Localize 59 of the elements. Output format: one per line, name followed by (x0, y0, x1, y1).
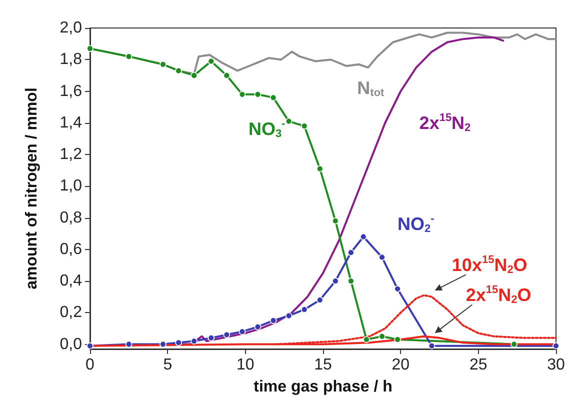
y-tick-label: 0,6 (60, 240, 82, 258)
point (238, 328, 246, 336)
point (360, 233, 367, 240)
y-axis-title: amount of nitrogen / mmol (24, 88, 40, 290)
point (285, 312, 292, 320)
y-tick-label: 0,4 (60, 272, 82, 290)
y-tick-label: 0,2 (60, 304, 82, 322)
x-axis-title: time gas phase / h (254, 378, 392, 396)
point (285, 118, 292, 125)
point (378, 254, 386, 261)
y-tick-label: 1,6 (60, 82, 82, 100)
point (86, 45, 94, 52)
x-tick-label: 25 (469, 356, 488, 374)
point (428, 342, 436, 350)
point (363, 336, 370, 343)
y-tick-label: 1,8 (60, 51, 82, 68)
y-tick-label: 2,0 (60, 20, 82, 36)
point (378, 332, 386, 340)
point (332, 218, 339, 224)
point (125, 53, 132, 60)
point (316, 296, 324, 304)
point (190, 72, 198, 79)
point (175, 67, 182, 74)
y-tick-label: 1,2 (60, 146, 82, 164)
point (316, 165, 324, 172)
point (348, 278, 354, 284)
point (86, 342, 94, 350)
point (175, 339, 182, 346)
x-tick-label: 10 (236, 356, 254, 374)
point (332, 278, 339, 284)
point (208, 58, 215, 65)
point (394, 286, 401, 292)
point (270, 94, 277, 101)
point (552, 342, 560, 350)
point (254, 91, 262, 98)
point (223, 331, 230, 338)
point (254, 323, 262, 330)
point (160, 60, 166, 68)
y-tick-label: 1,4 (60, 114, 82, 132)
point (510, 340, 518, 348)
point (125, 340, 132, 348)
point (270, 317, 277, 324)
x-tick-label: 5 (163, 356, 172, 374)
x-tick-label: 15 (314, 356, 332, 374)
y-tick-label: 0,0 (60, 336, 82, 353)
y-tick-label: 1,0 (60, 178, 82, 195)
point (190, 338, 198, 344)
point (223, 72, 230, 79)
point (208, 334, 215, 342)
point (394, 336, 401, 343)
point (348, 249, 354, 256)
y-tick-label: 0,8 (60, 209, 82, 226)
point (160, 340, 166, 348)
x-tick-label: 30 (547, 356, 565, 374)
x-tick-label: 20 (392, 356, 410, 374)
point (238, 91, 246, 98)
point (300, 122, 308, 130)
point (300, 306, 308, 313)
x-tick-label: 0 (86, 356, 95, 374)
